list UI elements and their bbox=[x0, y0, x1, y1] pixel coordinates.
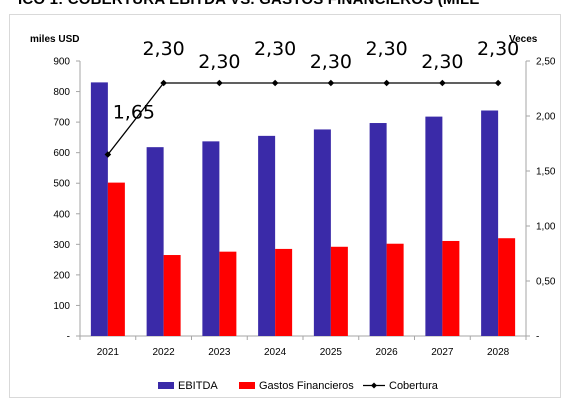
y-tick-label: 500 bbox=[53, 179, 70, 190]
y2-tick-label: 1,50 bbox=[536, 167, 556, 178]
bar-gastos-financieros bbox=[330, 246, 348, 336]
legend-label: EBITDA bbox=[178, 380, 218, 392]
legend-swatch bbox=[239, 382, 255, 389]
y-tick-label: 600 bbox=[53, 148, 70, 159]
cobertura-data-label: 2,30 bbox=[421, 51, 463, 73]
x-tick-label: 2027 bbox=[431, 347, 454, 358]
bar-ebitda bbox=[481, 110, 499, 336]
bar-gastos-financieros bbox=[219, 251, 237, 336]
cobertura-marker bbox=[160, 79, 167, 87]
cobertura-data-label: 2,30 bbox=[310, 51, 352, 73]
bar-gastos-financieros bbox=[275, 248, 293, 336]
bar-gastos-financieros bbox=[386, 243, 404, 336]
x-tick-label: 2026 bbox=[376, 347, 399, 358]
bar-ebitda bbox=[90, 82, 108, 336]
bar-ebitda bbox=[313, 129, 331, 336]
x-tick-label: 2023 bbox=[208, 347, 231, 358]
bar-ebitda bbox=[258, 135, 276, 336]
cobertura-data-label: 2,30 bbox=[142, 38, 184, 60]
bar-ebitda bbox=[369, 123, 387, 337]
chart-heading: ICO 1: COBERTURA EBITDA VS. GASTOS FINAN… bbox=[18, 0, 480, 8]
cobertura-data-label: 2,30 bbox=[365, 38, 407, 60]
bar-gastos-financieros bbox=[498, 238, 516, 336]
cobertura-data-label: 1,65 bbox=[113, 102, 155, 124]
cobertura-marker bbox=[271, 79, 279, 87]
y2-tick-label: 2,00 bbox=[536, 112, 556, 123]
y2-tick-label: 1,00 bbox=[536, 222, 556, 233]
y2-tick-label: 2,50 bbox=[536, 57, 556, 68]
y-tick-label: 800 bbox=[53, 87, 70, 98]
legend: EBITDA Gastos Financieros Cobertura bbox=[158, 380, 439, 392]
bars-group bbox=[90, 82, 516, 337]
cobertura-marker bbox=[216, 79, 223, 87]
cobertura-marker bbox=[383, 79, 390, 87]
cobertura-marker bbox=[439, 79, 446, 87]
y2-tick-label: - bbox=[536, 332, 539, 343]
y2-tick-label: 0,50 bbox=[536, 277, 556, 288]
y-tick-label: 100 bbox=[53, 301, 70, 312]
y-tick-label: 400 bbox=[53, 209, 70, 220]
y-tick-label: - bbox=[67, 332, 70, 343]
cobertura-marker bbox=[104, 151, 112, 158]
bar-gastos-financieros bbox=[442, 240, 460, 336]
bar-ebitda bbox=[146, 147, 164, 336]
legend-marker bbox=[371, 382, 377, 389]
legend-swatch bbox=[158, 382, 174, 389]
bar-ebitda bbox=[425, 116, 443, 336]
y-axis-ticks: - 100 200 300 400 500 600 700 800 900 bbox=[53, 57, 80, 343]
y-tick-label: 700 bbox=[53, 118, 70, 129]
x-tick-label: 2024 bbox=[264, 347, 287, 358]
cobertura-marker bbox=[327, 79, 335, 87]
x-tick-label: 2021 bbox=[97, 347, 120, 358]
y-tick-label: 900 bbox=[53, 57, 70, 68]
x-axis-ticks: 2021 2022 2023 2024 2025 2026 2027 2028 bbox=[79, 336, 527, 358]
cobertura-marker bbox=[494, 79, 502, 87]
y-tick-label: 300 bbox=[53, 240, 70, 251]
y-axis-unit-label: miles USD bbox=[30, 34, 79, 45]
bar-ebitda bbox=[202, 141, 220, 336]
x-tick-label: 2028 bbox=[487, 347, 510, 358]
x-tick-label: 2022 bbox=[153, 347, 176, 358]
cobertura-line-group: 1,65 2,30 2,30 2,30 2,30 2,30 2,30 2,30 bbox=[104, 38, 519, 158]
chart-heading-strip: ICO 1: COBERTURA EBITDA VS. GASTOS FINAN… bbox=[0, 0, 569, 12]
cobertura-data-label: 2,30 bbox=[254, 38, 296, 60]
y2-axis-unit-label: Veces bbox=[509, 34, 538, 45]
y2-axis-ticks: - 0,50 1,00 1,50 2,00 2,50 bbox=[526, 57, 556, 343]
bar-gastos-financieros bbox=[163, 255, 181, 336]
cobertura-data-label: 2,30 bbox=[477, 38, 519, 60]
cobertura-line bbox=[107, 82, 499, 155]
bar-gastos-financieros bbox=[107, 182, 125, 336]
legend-label: Gastos Financieros bbox=[259, 380, 354, 392]
y-tick-label: 200 bbox=[53, 270, 70, 281]
cobertura-data-label: 2,30 bbox=[198, 51, 240, 73]
legend-label: Cobertura bbox=[389, 380, 439, 392]
x-tick-label: 2025 bbox=[320, 347, 343, 358]
